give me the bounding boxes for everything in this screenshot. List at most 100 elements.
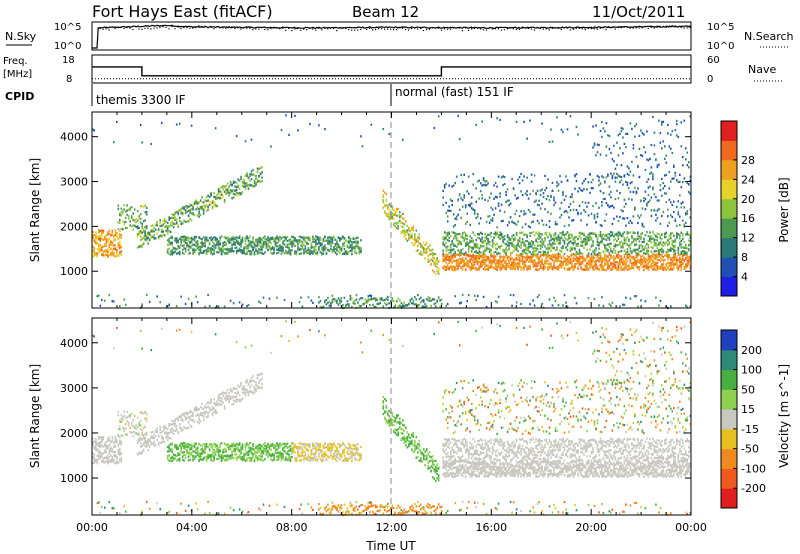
power-cell: [472, 231, 474, 234]
power-cell: [622, 232, 624, 235]
power-cell: [649, 185, 651, 188]
power-cell: [316, 253, 319, 256]
power-cell: [544, 239, 546, 242]
power-cell: [481, 264, 483, 267]
power-cell: [490, 255, 492, 258]
nsearch-point: [425, 29, 428, 31]
power-cell: [228, 189, 230, 192]
power-cell: [500, 267, 503, 270]
power-cell: [92, 237, 94, 240]
power-cell: [505, 267, 507, 270]
power-cell: [467, 264, 470, 267]
power-cell: [619, 147, 621, 150]
power-cell: [261, 246, 263, 249]
power-cell: [586, 223, 588, 226]
power-cell: [533, 234, 536, 237]
nsearch-point: [153, 27, 155, 29]
power-cell: [586, 248, 588, 251]
power-cell: [334, 298, 337, 301]
power-cell: [205, 196, 208, 199]
power-cell: [277, 238, 280, 241]
power-cell: [92, 249, 94, 252]
power-cell: [228, 240, 230, 243]
power-cell: [494, 244, 497, 247]
power-cell: [514, 261, 516, 264]
power-cell: [641, 254, 644, 257]
power-cell: [454, 295, 456, 298]
power-cell: [632, 237, 635, 240]
power-cell: [547, 255, 549, 258]
power-cell: [282, 236, 284, 239]
power-cell: [611, 174, 614, 177]
power-cell: [595, 253, 597, 256]
power-cell: [479, 238, 482, 241]
power-cell: [470, 257, 473, 260]
power-cell: [181, 244, 184, 247]
power-cell: [502, 219, 504, 222]
power-cell: [479, 190, 482, 193]
power-cell: [611, 204, 614, 207]
power-cell: [542, 223, 545, 226]
power-cell: [550, 257, 552, 260]
power-cell: [554, 242, 557, 245]
power-cell: [334, 243, 337, 246]
nsearch-point: [375, 29, 377, 31]
power-cell: [535, 262, 537, 265]
power-cell: [514, 267, 516, 270]
power-cell: [553, 242, 555, 245]
power-cell: [382, 199, 385, 202]
power-cell: [646, 130, 648, 133]
power-cell: [529, 193, 531, 196]
nsearch-point: [656, 25, 658, 27]
power-cell: [626, 165, 629, 168]
power-cell: [187, 214, 190, 217]
nsearch-point: [611, 26, 613, 28]
power-cell: [177, 209, 179, 213]
power-cell: [626, 250, 629, 253]
power-cell: [629, 231, 632, 234]
power-cell: [226, 247, 229, 250]
power-cell: [238, 249, 241, 252]
power-cell: [114, 239, 117, 242]
power-cell: [282, 241, 284, 244]
power-cell: [514, 258, 516, 261]
power-cell: [96, 241, 99, 244]
power-cell: [569, 195, 572, 199]
power-cell: [530, 180, 533, 183]
power-cell: [265, 240, 268, 243]
power-cell: [111, 233, 114, 236]
power-cell: [360, 135, 362, 138]
power-cell: [102, 238, 105, 241]
power-cell: [352, 302, 355, 305]
power-cell: [148, 233, 151, 236]
power-cell: [250, 173, 253, 176]
power-cell: [235, 188, 238, 192]
power-cell: [451, 200, 453, 203]
power-cell: [491, 239, 494, 242]
power-cell: [157, 237, 160, 240]
power-cell: [581, 232, 584, 235]
power-cell: [473, 212, 476, 215]
power-cell: [611, 301, 614, 304]
power-cell: [583, 179, 585, 183]
power-cell: [358, 250, 361, 253]
power-cell: [505, 265, 507, 268]
nsearch-point: [132, 28, 134, 31]
power-cell: [620, 240, 623, 243]
noise-right-tick-top: 10^5: [707, 22, 734, 33]
power-cell: [414, 241, 416, 244]
power-cell: [177, 225, 179, 228]
power-cell: [526, 268, 528, 271]
power-cell: [523, 242, 525, 245]
power-cell: [539, 240, 542, 243]
power-cell: [572, 253, 575, 256]
power-cell: [214, 205, 217, 208]
power-cell: [433, 261, 435, 264]
power-cell: [605, 238, 608, 241]
power-cell: [214, 244, 217, 247]
power-cell: [127, 215, 130, 218]
power-cell: [298, 301, 301, 304]
power-cell: [339, 237, 341, 240]
power-cell: [241, 236, 244, 239]
power-cell: [632, 147, 635, 150]
